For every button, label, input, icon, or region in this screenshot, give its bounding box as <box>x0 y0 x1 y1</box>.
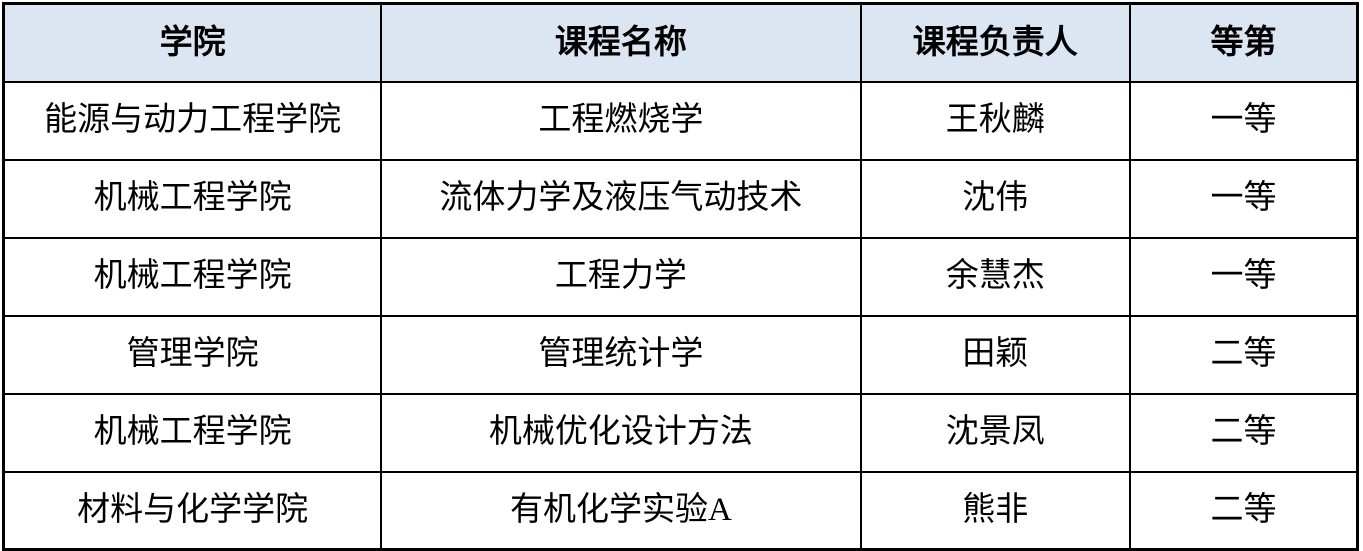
cell-leader: 余慧杰 <box>859 236 1132 317</box>
cell-leader: 田颖 <box>859 314 1132 395</box>
cell-course: 机械优化设计方法 <box>380 392 862 473</box>
cell-grade: 二等 <box>1129 314 1359 395</box>
cell-grade: 一等 <box>1129 158 1359 239</box>
column-header-college: 学院 <box>2 2 383 83</box>
table-row: 管理学院 管理统计学 田颖 二等 <box>2 314 1359 395</box>
cell-college: 机械工程学院 <box>2 158 383 239</box>
cell-course: 有机化学实验A <box>380 470 862 551</box>
cell-grade: 二等 <box>1129 392 1359 473</box>
column-header-grade: 等第 <box>1129 2 1359 83</box>
cell-grade: 一等 <box>1129 236 1359 317</box>
column-header-leader: 课程负责人 <box>859 2 1132 83</box>
cell-college: 机械工程学院 <box>2 392 383 473</box>
table-row: 材料与化学学院 有机化学实验A 熊非 二等 <box>2 470 1359 551</box>
cell-leader: 沈景凤 <box>859 392 1132 473</box>
cell-leader: 熊非 <box>859 470 1132 551</box>
table-row: 机械工程学院 机械优化设计方法 沈景凤 二等 <box>2 392 1359 473</box>
cell-course: 管理统计学 <box>380 314 862 395</box>
cell-leader: 沈伟 <box>859 158 1132 239</box>
cell-college: 管理学院 <box>2 314 383 395</box>
cell-college: 材料与化学学院 <box>2 470 383 551</box>
table-row: 能源与动力工程学院 工程燃烧学 王秋麟 一等 <box>2 80 1359 161</box>
cell-college: 能源与动力工程学院 <box>2 80 383 161</box>
header-row: 学院 课程名称 课程负责人 等第 <box>2 2 1359 83</box>
cell-college: 机械工程学院 <box>2 236 383 317</box>
cell-course: 工程燃烧学 <box>380 80 862 161</box>
cell-leader: 王秋麟 <box>859 80 1132 161</box>
cell-grade: 二等 <box>1129 470 1359 551</box>
cell-course: 流体力学及液压气动技术 <box>380 158 862 239</box>
table-row: 机械工程学院 工程力学 余慧杰 一等 <box>2 236 1359 317</box>
cell-course: 工程力学 <box>380 236 862 317</box>
table-row: 机械工程学院 流体力学及液压气动技术 沈伟 一等 <box>2 158 1359 239</box>
column-header-course: 课程名称 <box>380 2 862 83</box>
cell-grade: 一等 <box>1129 80 1359 161</box>
